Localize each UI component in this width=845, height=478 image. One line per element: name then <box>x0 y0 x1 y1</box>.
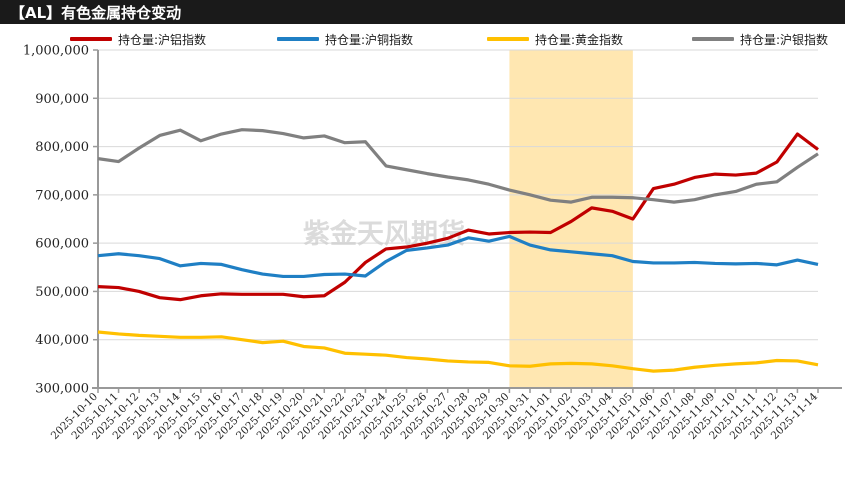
y-axis-label: 600,000 <box>35 237 89 252</box>
legend-item-0[interactable]: 持仓量:沪铝指数 <box>70 30 206 48</box>
legend-label: 持仓量:黄金指数 <box>535 32 624 47</box>
series-line-0[interactable] <box>97 132 819 302</box>
chart-legend: 持仓量:沪铝指数 持仓量:沪铜指数 持仓量:黄金指数 持仓量:沪银指数 <box>62 30 842 48</box>
watermark-text: 紫金天风期货 <box>303 218 465 250</box>
y-axis-label: 800,000 <box>35 140 89 155</box>
y-axis-label: 900,000 <box>35 92 89 107</box>
legend-label: 持仓量:沪铜指数 <box>325 32 414 47</box>
legend-label: 持仓量:沪银指数 <box>740 32 829 47</box>
legend-color-swatch <box>487 37 529 41</box>
legend-color-swatch <box>692 37 734 41</box>
legend-color-swatch <box>70 37 112 41</box>
legend-item-3[interactable]: 持仓量:沪银指数 <box>692 30 828 48</box>
y-axis-label: 400,000 <box>35 333 89 348</box>
title-bar: 【AL】有色金属持仓变动 <box>0 0 845 24</box>
series-line-3[interactable] <box>97 128 819 204</box>
legend-item-1[interactable]: 持仓量:沪铜指数 <box>277 30 413 48</box>
y-axis-label: 500,000 <box>35 285 89 300</box>
y-axis-label: 700,000 <box>35 188 89 203</box>
y-axis-label: 300,000 <box>35 382 89 397</box>
legend-label: 持仓量:沪铝指数 <box>118 32 207 47</box>
y-axis-label: 1,000,000 <box>23 44 89 59</box>
page-title: 【AL】有色金属持仓变动 <box>10 4 182 22</box>
legend-color-swatch <box>277 37 319 41</box>
legend-item-2[interactable]: 持仓量:黄金指数 <box>487 30 623 48</box>
highlight-band <box>509 50 633 388</box>
series-line-1[interactable] <box>97 234 819 279</box>
series-line-2[interactable] <box>97 330 819 373</box>
